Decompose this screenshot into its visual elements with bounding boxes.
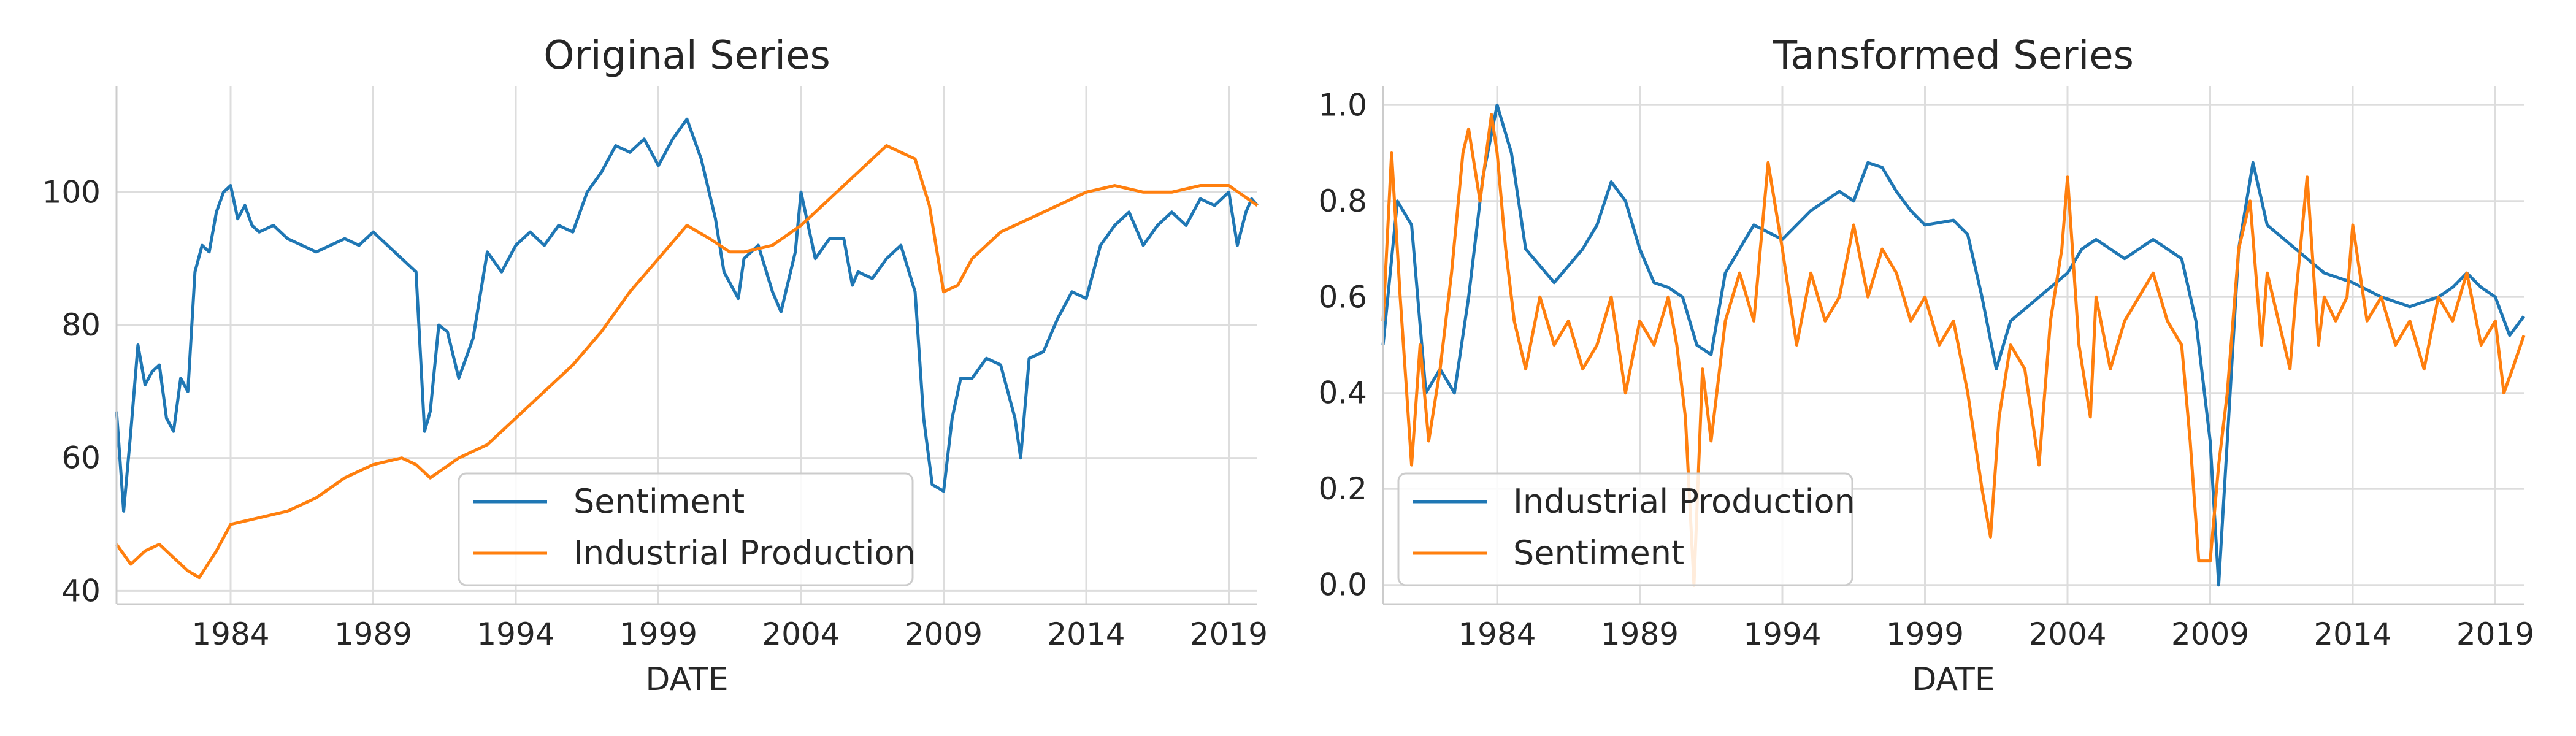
tick-labels: 1984 1989 1994 1999 2004 2009 2014 2019 0.0 0.2 0.… — [1318, 87, 2534, 652]
y-tick-label: 1.0 — [1318, 87, 1367, 123]
axes — [115, 86, 1257, 605]
legend: Industrial Production Sentiment — [1397, 472, 1855, 586]
y-tick-label: 60 — [61, 440, 101, 476]
series-lines — [1381, 103, 2526, 587]
x-axis-label: DATE — [645, 661, 728, 698]
x-tick-label: 1989 — [334, 616, 412, 652]
x-tick-label: 1999 — [619, 616, 697, 652]
legend-label: Sentiment — [573, 482, 745, 521]
x-tick-label: 2004 — [2028, 616, 2106, 652]
chart-original: Original Series 1984 1989 1994 1999 2004 2009… — [42, 33, 1268, 698]
y-tick-label: 0.0 — [1318, 567, 1367, 603]
legend-label: Industrial Production — [573, 534, 916, 572]
y-tick-label: 0.2 — [1318, 471, 1367, 507]
series-lines — [115, 117, 1259, 580]
x-tick-label: 2019 — [1190, 616, 1268, 652]
series-line-sentiment — [1381, 113, 2526, 587]
x-tick-label: 2019 — [2456, 616, 2534, 652]
x-tick-label: 2009 — [905, 616, 983, 652]
legend-label: Industrial Production — [1513, 482, 1855, 521]
series-line-industrial-production — [1381, 103, 2526, 587]
legend-box — [458, 472, 914, 586]
legend-label: Sentiment — [1513, 534, 1684, 572]
series-line-industrial-production — [115, 144, 1259, 580]
series-line-sentiment — [115, 117, 1259, 513]
y-tick-label: 40 — [61, 573, 101, 608]
axes — [1382, 86, 2524, 605]
x-tick-label: 1984 — [191, 616, 269, 652]
x-axis-label: DATE — [1912, 661, 1995, 698]
y-tick-label: 0.8 — [1318, 183, 1367, 219]
x-tick-label: 2004 — [762, 616, 840, 652]
y-tick-label: 100 — [42, 174, 101, 210]
x-tick-label: 1989 — [1601, 616, 1679, 652]
x-tick-label: 1994 — [1743, 616, 1821, 652]
y-tick-label: 80 — [61, 307, 101, 343]
y-tick-label: 0.6 — [1318, 279, 1367, 315]
chart-title: Tansformed Series — [1773, 33, 2134, 79]
y-tick-label: 0.4 — [1318, 375, 1367, 411]
x-tick-label: 1999 — [1886, 616, 1964, 652]
x-tick-label: 2009 — [2171, 616, 2249, 652]
x-tick-label: 1994 — [477, 616, 554, 652]
x-tick-label: 1984 — [1458, 616, 1536, 652]
x-tick-label: 2014 — [1047, 616, 1125, 652]
legend-box — [1397, 472, 1853, 586]
gridlines — [117, 86, 1257, 604]
legend: Sentiment Industrial Production — [458, 472, 916, 586]
chart-transformed: Tansformed Series 1984 1989 1994 1999 2004 20… — [1318, 33, 2534, 698]
chart-title: Original Series — [543, 33, 830, 79]
x-tick-label: 2014 — [2313, 616, 2391, 652]
tick-labels: 1984 1989 1994 1999 2004 2009 2014 2019 40 60 80 10… — [42, 174, 1268, 652]
